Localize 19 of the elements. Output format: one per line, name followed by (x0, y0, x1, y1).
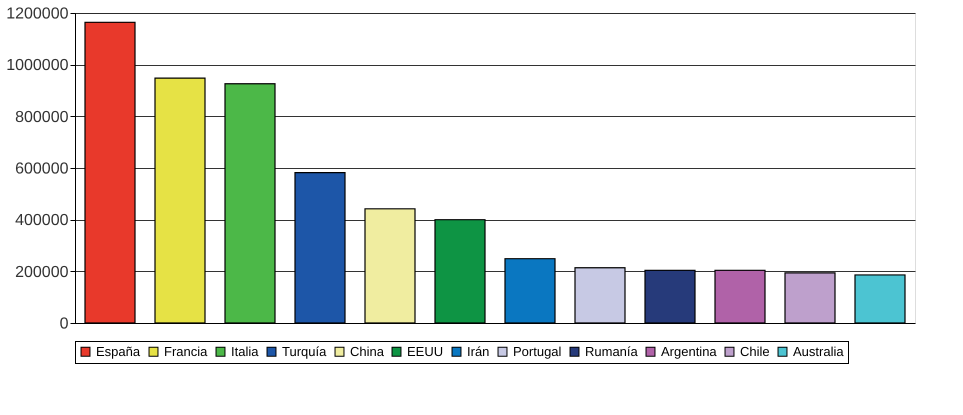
legend-label: Turquía (282, 344, 328, 359)
legend-label: Portugal (513, 344, 562, 359)
legend-label: Chile (740, 344, 770, 359)
legend-label: Irán (467, 344, 490, 359)
legend-label: Argentina (661, 344, 718, 359)
legend-label: Australia (793, 344, 844, 359)
legend-label: EEUU (407, 344, 444, 359)
legend-label: España (96, 344, 141, 359)
y-tick-label: 1200000 (6, 6, 69, 22)
legend-label: Rumanía (585, 344, 639, 359)
y-tick-label: 1000000 (6, 57, 69, 74)
y-tick-label: 800000 (15, 108, 69, 126)
legend-label: China (350, 344, 385, 359)
y-tick-label: 600000 (15, 160, 69, 178)
y-tick-label: 400000 (15, 212, 69, 230)
y-tick-label: 0 (60, 316, 69, 332)
y-tick-label: 200000 (15, 264, 69, 281)
legend-label: Italia (231, 344, 260, 359)
legend-label: Francia (164, 344, 208, 359)
